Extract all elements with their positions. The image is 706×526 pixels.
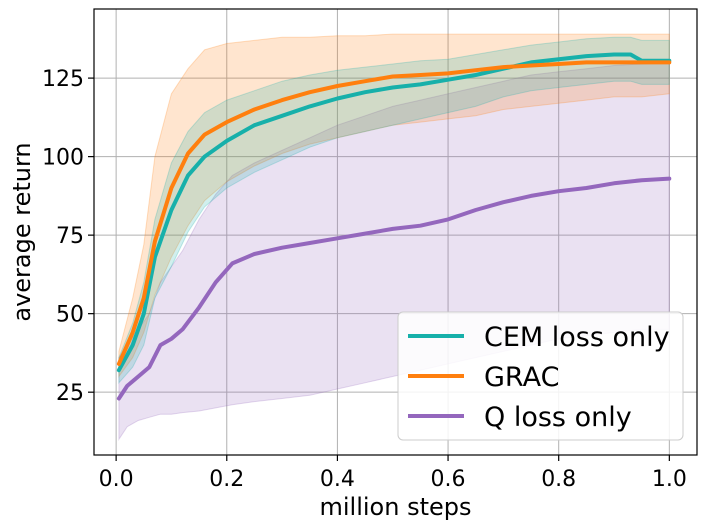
legend-label-grac: GRAC	[484, 362, 559, 393]
x-tick-label: 0.2	[209, 467, 244, 492]
grid-lines	[94, 9, 697, 455]
x-tick-label: 0.4	[320, 467, 355, 492]
y-tick-label: 100	[42, 146, 84, 171]
x-axis-label: million steps	[320, 493, 472, 521]
y-tick-label: 75	[56, 224, 84, 249]
y-tick-label: 25	[56, 381, 84, 406]
series-line-grac	[116, 60, 672, 366]
y-tick-label: 125	[42, 67, 84, 92]
x-tick-label: 0.6	[431, 467, 466, 492]
y-tick-label: 50	[56, 303, 84, 328]
legend-box	[397, 311, 684, 441]
series-line-q-loss	[116, 176, 672, 401]
legend-entry-cem: CEM loss only	[408, 322, 670, 353]
band-grac	[118, 33, 670, 379]
legend-label-q-loss: Q loss only	[484, 402, 632, 433]
legend-entry-grac: GRAC	[408, 362, 559, 393]
legend-entry-q-loss: Q loss only	[408, 402, 632, 433]
x-tick-label: 1.0	[652, 467, 687, 492]
axis-ticks: 0.0 0.2 0.4 0.6 0.8 1.0 25 50 75 100 125	[42, 67, 687, 492]
series-line-cem	[116, 52, 672, 373]
x-tick-label: 0.8	[541, 467, 576, 492]
x-tick-label: 0.0	[99, 467, 134, 492]
plot-frame	[93, 8, 698, 456]
legend-label-cem: CEM loss only	[484, 322, 670, 353]
series-lines	[116, 52, 672, 401]
legend: CEM loss only GRAC Q loss only	[397, 311, 684, 441]
y-axis-label: average return	[8, 142, 36, 321]
